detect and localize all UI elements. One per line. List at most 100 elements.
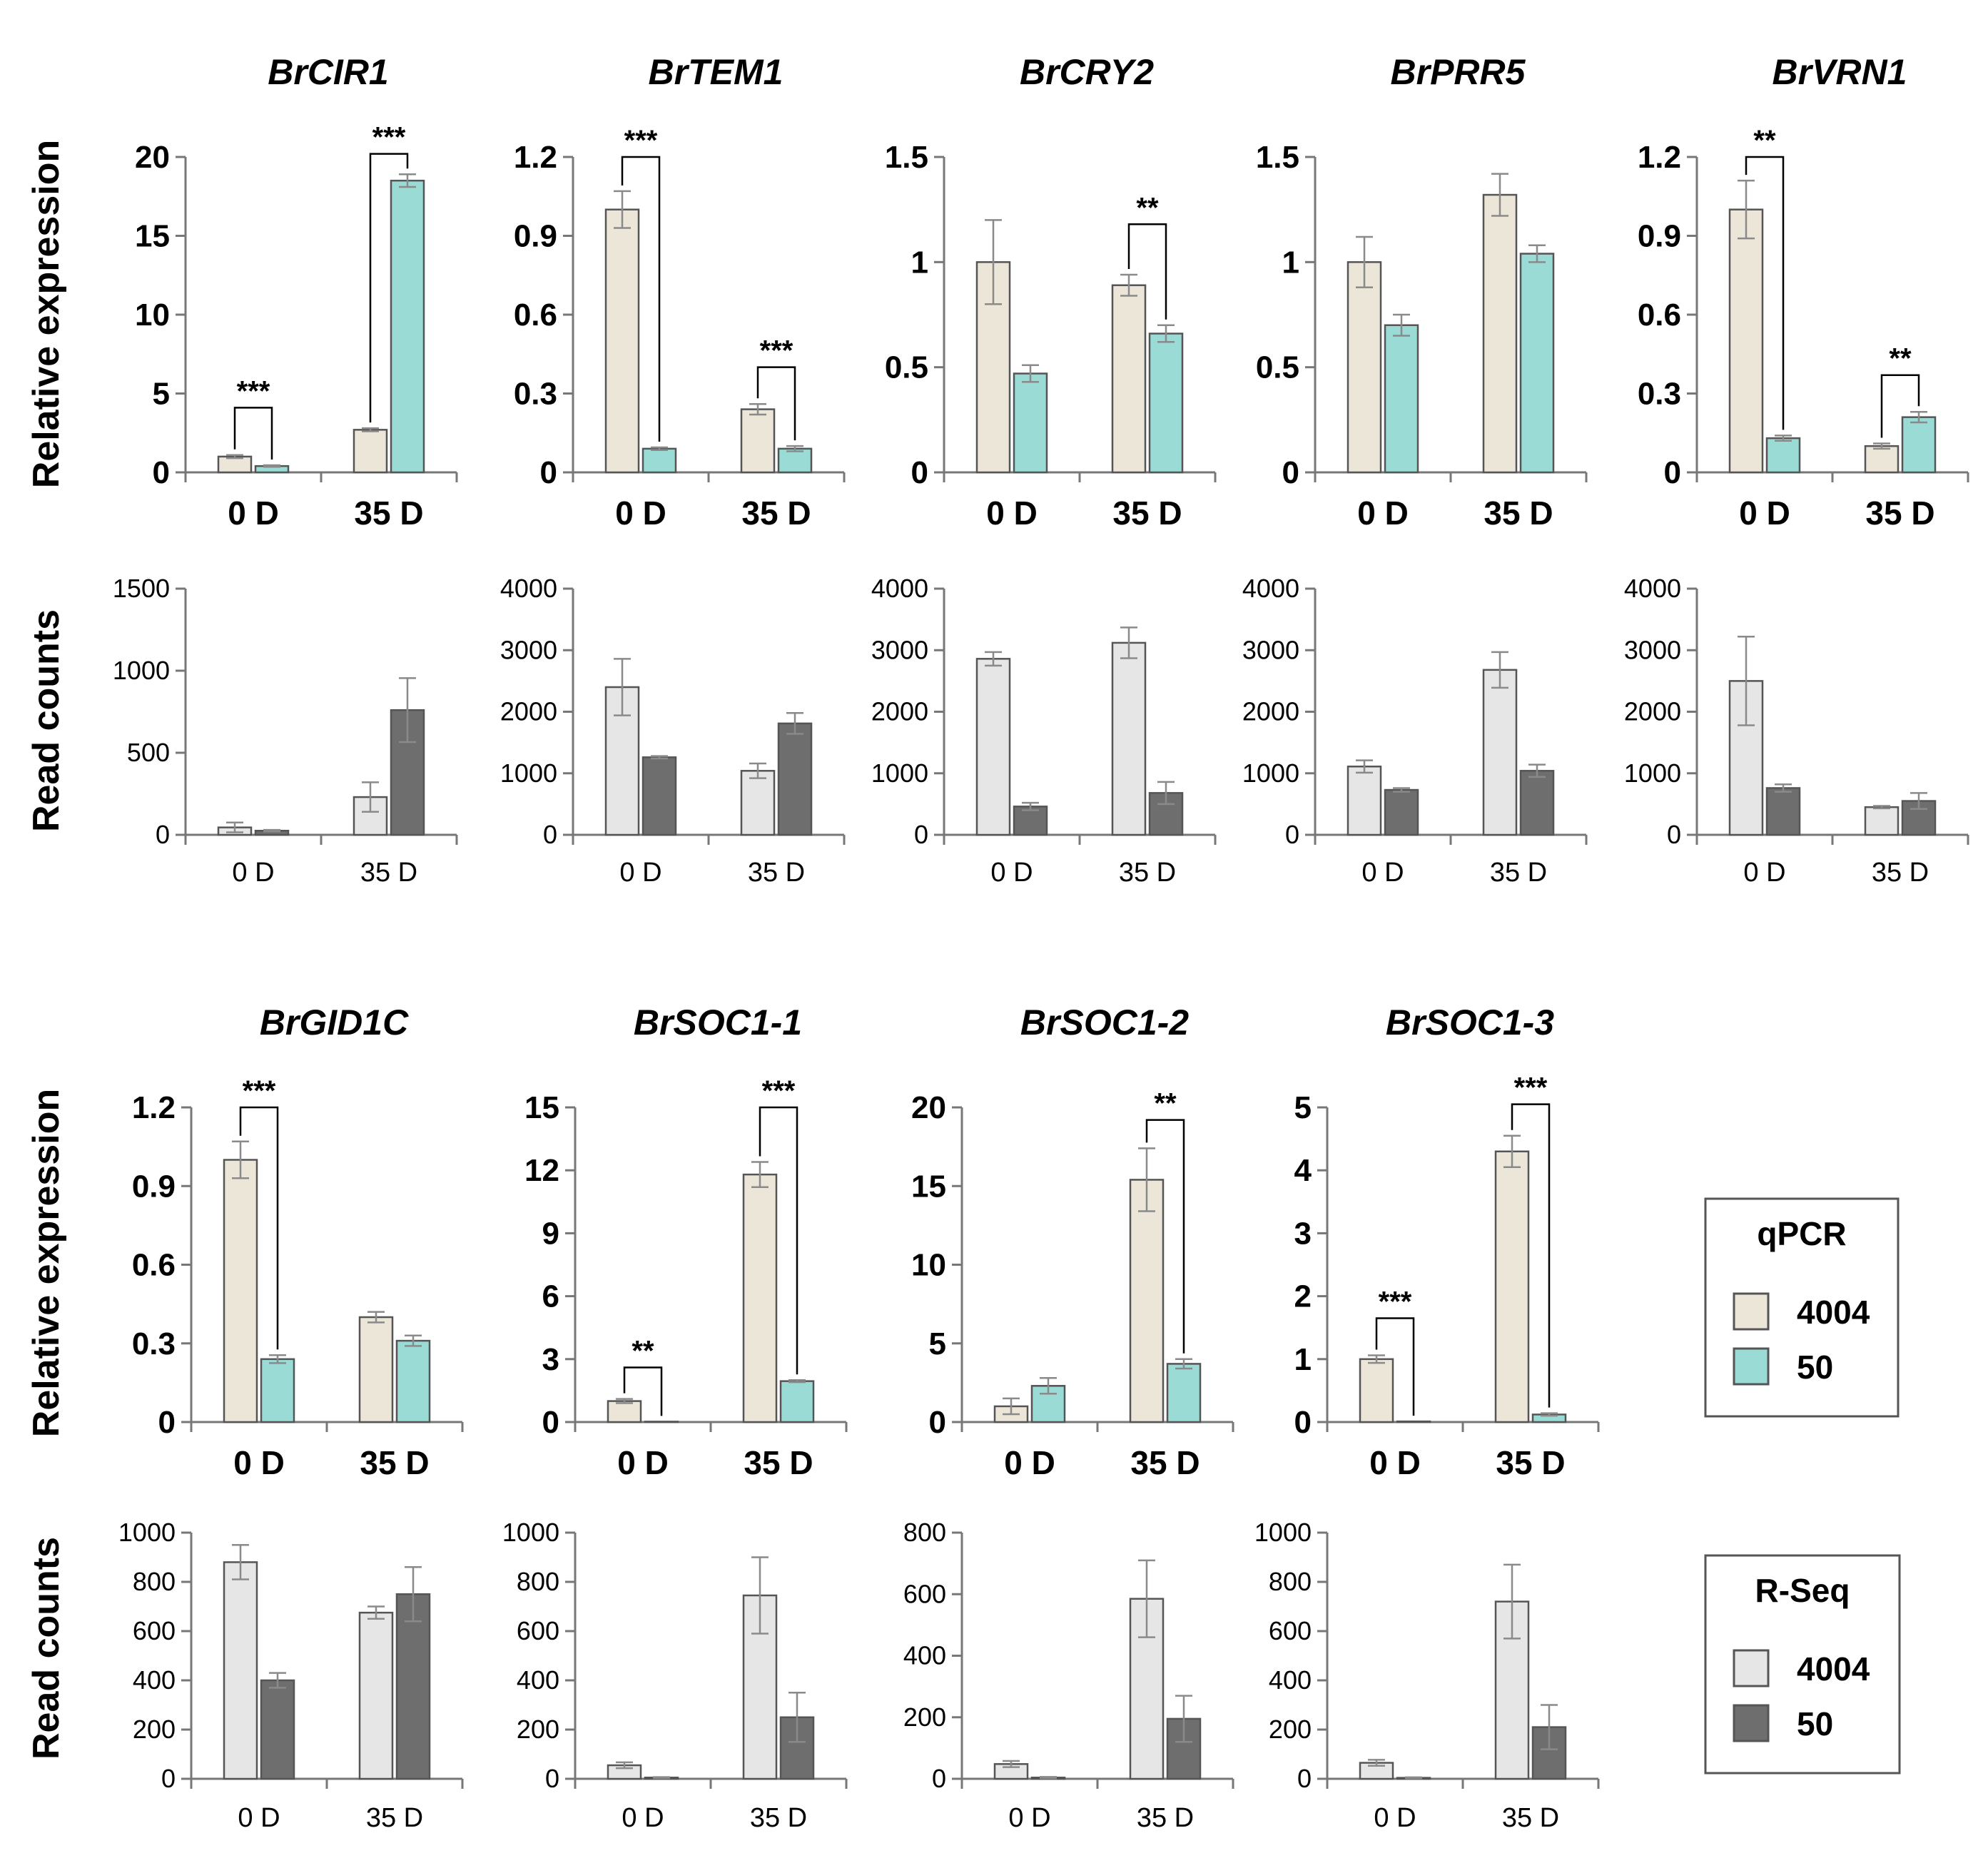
- brsoc1-3-qpcr-bar-4004-0D: [1359, 1358, 1394, 1423]
- brsoc1-2-qpcr-ytick-label: 20: [911, 1090, 946, 1125]
- brprr5-qpcr-ytick-label: 0: [1282, 455, 1299, 490]
- brsoc1-1-significance-label: **: [632, 1336, 654, 1367]
- brgid1c-significance-bracket: [239, 1106, 279, 1350]
- brsoc1-1-qpcr-ytick-label: 3: [542, 1342, 559, 1377]
- brgid1c-gene-title: BrGID1C: [260, 1002, 409, 1042]
- brvrn1-significance-bracket: [1880, 374, 1920, 438]
- brgid1c-rseq-ytick-label: 600: [133, 1616, 176, 1645]
- brsoc1-3-significance-label: ***: [1514, 1072, 1548, 1104]
- brsoc1-3-rseq-ytick-label: 200: [1269, 1715, 1312, 1744]
- brgid1c-rseq-category-label: 0 D: [238, 1803, 280, 1833]
- brgid1c-rseq-ytick-label: 800: [133, 1567, 176, 1596]
- legend-qpcr: qPCR 4004 50: [1704, 1197, 1900, 1418]
- brsoc1-1-qpcr-ytick-label: 6: [542, 1279, 559, 1314]
- brgid1c-qpcr-bar-4004-35D: [358, 1316, 394, 1423]
- brsoc1-3-significance-bracket: [1375, 1317, 1415, 1416]
- brtem1-qpcr-ytick-label: 0: [540, 455, 557, 490]
- brcry2-qpcr-ytick-label: 0.5: [885, 350, 928, 385]
- brtem1-significance-label: ***: [624, 125, 658, 156]
- legend-qpcr-label-50: 50: [1797, 1349, 1833, 1386]
- brtem1-qpcr-panel: 0 0.3 0.6 0.9 1.2 0 D 35 D *** *** BrTEM1: [514, 52, 846, 532]
- brprr5-rseq-bar-4004-0D: [1347, 766, 1382, 836]
- brgid1c-rseq-bar-50-35D: [395, 1593, 431, 1780]
- brcry2-rseq-bar-4004-0D: [975, 658, 1011, 836]
- brsoc1-1-qpcr-ytick-label: 15: [524, 1090, 559, 1125]
- brtem1-significance-label: ***: [760, 335, 793, 367]
- brsoc1-3-qpcr-ytick-label: 4: [1294, 1153, 1312, 1188]
- brvrn1-qpcr-ytick-label: 0.9: [1638, 219, 1681, 254]
- brcry2-rseq-ytick-label: 2000: [871, 697, 928, 726]
- brvrn1-qpcr-category-label: 35 D: [1865, 494, 1934, 532]
- brtem1-significance-bracket: [756, 366, 796, 441]
- brsoc1-1-rseq-ytick-label: 600: [517, 1616, 559, 1645]
- brvrn1-rseq-ytick-label: 4000: [1624, 574, 1681, 603]
- brcir1-rseq-ytick-label: 1500: [113, 574, 170, 603]
- brcir1-significance-bracket: [369, 153, 409, 423]
- brsoc1-1-qpcr-bar-4004-0D: [607, 1400, 642, 1423]
- brtem1-rseq-ytick-label: 2000: [500, 697, 557, 726]
- brsoc1-2-qpcr-bar-50-35D: [1166, 1363, 1202, 1423]
- brgid1c-rseq-ytick-label: 1000: [118, 1518, 176, 1547]
- brcry2-qpcr-panel: 0 0.5 1 1.5 0 D 35 D ** BrCRY2: [885, 52, 1217, 532]
- brprr5-rseq-bar-50-35D: [1519, 770, 1555, 836]
- brtem1-qpcr-bar-50-35D: [777, 447, 813, 474]
- brgid1c-rseq-category-label: 35 D: [366, 1803, 423, 1833]
- brtem1-qpcr-ytick-label: 0.9: [514, 219, 557, 254]
- brcir1-qpcr-bar-50-35D: [390, 179, 425, 474]
- brsoc1-1-qpcr-bar-50-0D: [644, 1421, 679, 1423]
- brsoc1-1-qpcr-bar-50-35D: [779, 1380, 815, 1423]
- brsoc1-3-qpcr-ytick-label: 5: [1294, 1090, 1312, 1125]
- brsoc1-1-rseq-ytick-label: 400: [517, 1665, 559, 1695]
- brtem1-rseq-ytick-label: 3000: [500, 635, 557, 664]
- legend-qpcr-title: qPCR: [1757, 1215, 1846, 1252]
- brvrn1-gene-title: BrVRN1: [1773, 52, 1907, 92]
- brgid1c-qpcr-bar-4004-0D: [223, 1159, 258, 1423]
- legend-rseq-swatch-50: [1733, 1704, 1770, 1742]
- brsoc1-3-qpcr-bar-4004-35D: [1494, 1150, 1530, 1423]
- brcir1-qpcr-category-label: 0 D: [228, 494, 279, 532]
- brvrn1-rseq-bar-50-0D: [1765, 787, 1801, 836]
- brgid1c-qpcr-bar-50-35D: [395, 1339, 431, 1423]
- brprr5-qpcr-category-label: 35 D: [1484, 494, 1553, 532]
- brsoc1-1-significance-bracket: [623, 1366, 663, 1416]
- brcir1-qpcr-panel: 0 5 10 15 20 0 D 35 D *** *** BrCIR1: [135, 52, 458, 532]
- legend-qpcr-swatch-50: [1733, 1347, 1770, 1386]
- brcry2-qpcr-bar-4004-35D: [1111, 284, 1147, 474]
- brcry2-qpcr-category-label: 0 D: [986, 494, 1038, 532]
- brsoc1-2-rseq-ytick-label: 800: [903, 1518, 946, 1547]
- brsoc1-2-rseq-category-label: 35 D: [1137, 1803, 1194, 1833]
- brvrn1-rseq-ytick-label: 3000: [1624, 635, 1681, 664]
- brgid1c-qpcr-ytick-label: 1.2: [132, 1090, 176, 1125]
- legend-rseq-swatch-4004: [1733, 1649, 1770, 1687]
- brcir1-rseq-category-label: 0 D: [232, 858, 274, 888]
- brcry2-rseq-bar-50-0D: [1013, 806, 1048, 836]
- brvrn1-rseq-category-label: 0 D: [1743, 858, 1785, 888]
- brtem1-rseq-ytick-label: 4000: [500, 574, 557, 603]
- brtem1-rseq-ytick-label: 0: [543, 820, 557, 849]
- brvrn1-qpcr-ytick-label: 1.2: [1638, 140, 1681, 175]
- brtem1-rseq-bar-50-35D: [777, 722, 813, 836]
- brsoc1-2-qpcr-ytick-label: 15: [911, 1169, 946, 1204]
- brprr5-qpcr-ytick-label: 1.5: [1256, 140, 1299, 175]
- brprr5-qpcr-bar-50-35D: [1519, 253, 1555, 474]
- brtem1-qpcr-ytick-label: 0.6: [514, 298, 557, 333]
- brsoc1-3-qpcr-ytick-label: 3: [1294, 1216, 1312, 1251]
- brsoc1-2-qpcr-category-label: 0 D: [1004, 1444, 1055, 1481]
- brtem1-qpcr-bar-50-0D: [641, 447, 677, 474]
- brsoc1-1-qpcr-category-label: 0 D: [617, 1444, 669, 1481]
- brprr5-rseq-ytick-label: 0: [1285, 820, 1299, 849]
- brsoc1-2-qpcr-category-label: 35 D: [1130, 1444, 1200, 1481]
- brgid1c-rseq-panel: 0 200 400 600 800 1000 0 D 35 D: [118, 1518, 464, 1833]
- brgid1c-rseq-bar-4004-0D: [223, 1561, 258, 1780]
- brtem1-rseq-ytick-label: 1000: [500, 758, 557, 788]
- brcry2-significance-bracket: [1127, 223, 1167, 320]
- brsoc1-3-qpcr-panel: 0 1 2 3 4 5 0 D 35 D *** *** BrSOC1-3: [1294, 1002, 1600, 1481]
- brsoc1-2-qpcr-bar-4004-35D: [1129, 1179, 1165, 1423]
- brtem1-rseq-category-label: 35 D: [748, 858, 805, 888]
- brvrn1-qpcr-bar-4004-0D: [1728, 208, 1764, 474]
- brsoc1-3-qpcr-category-label: 0 D: [1369, 1444, 1421, 1481]
- brcir1-qpcr-category-label: 35 D: [354, 494, 423, 532]
- brsoc1-1-rseq-ytick-label: 0: [545, 1764, 559, 1793]
- brsoc1-1-rseq-ytick-label: 1000: [502, 1518, 559, 1547]
- brgid1c-qpcr-category-label: 35 D: [360, 1444, 429, 1481]
